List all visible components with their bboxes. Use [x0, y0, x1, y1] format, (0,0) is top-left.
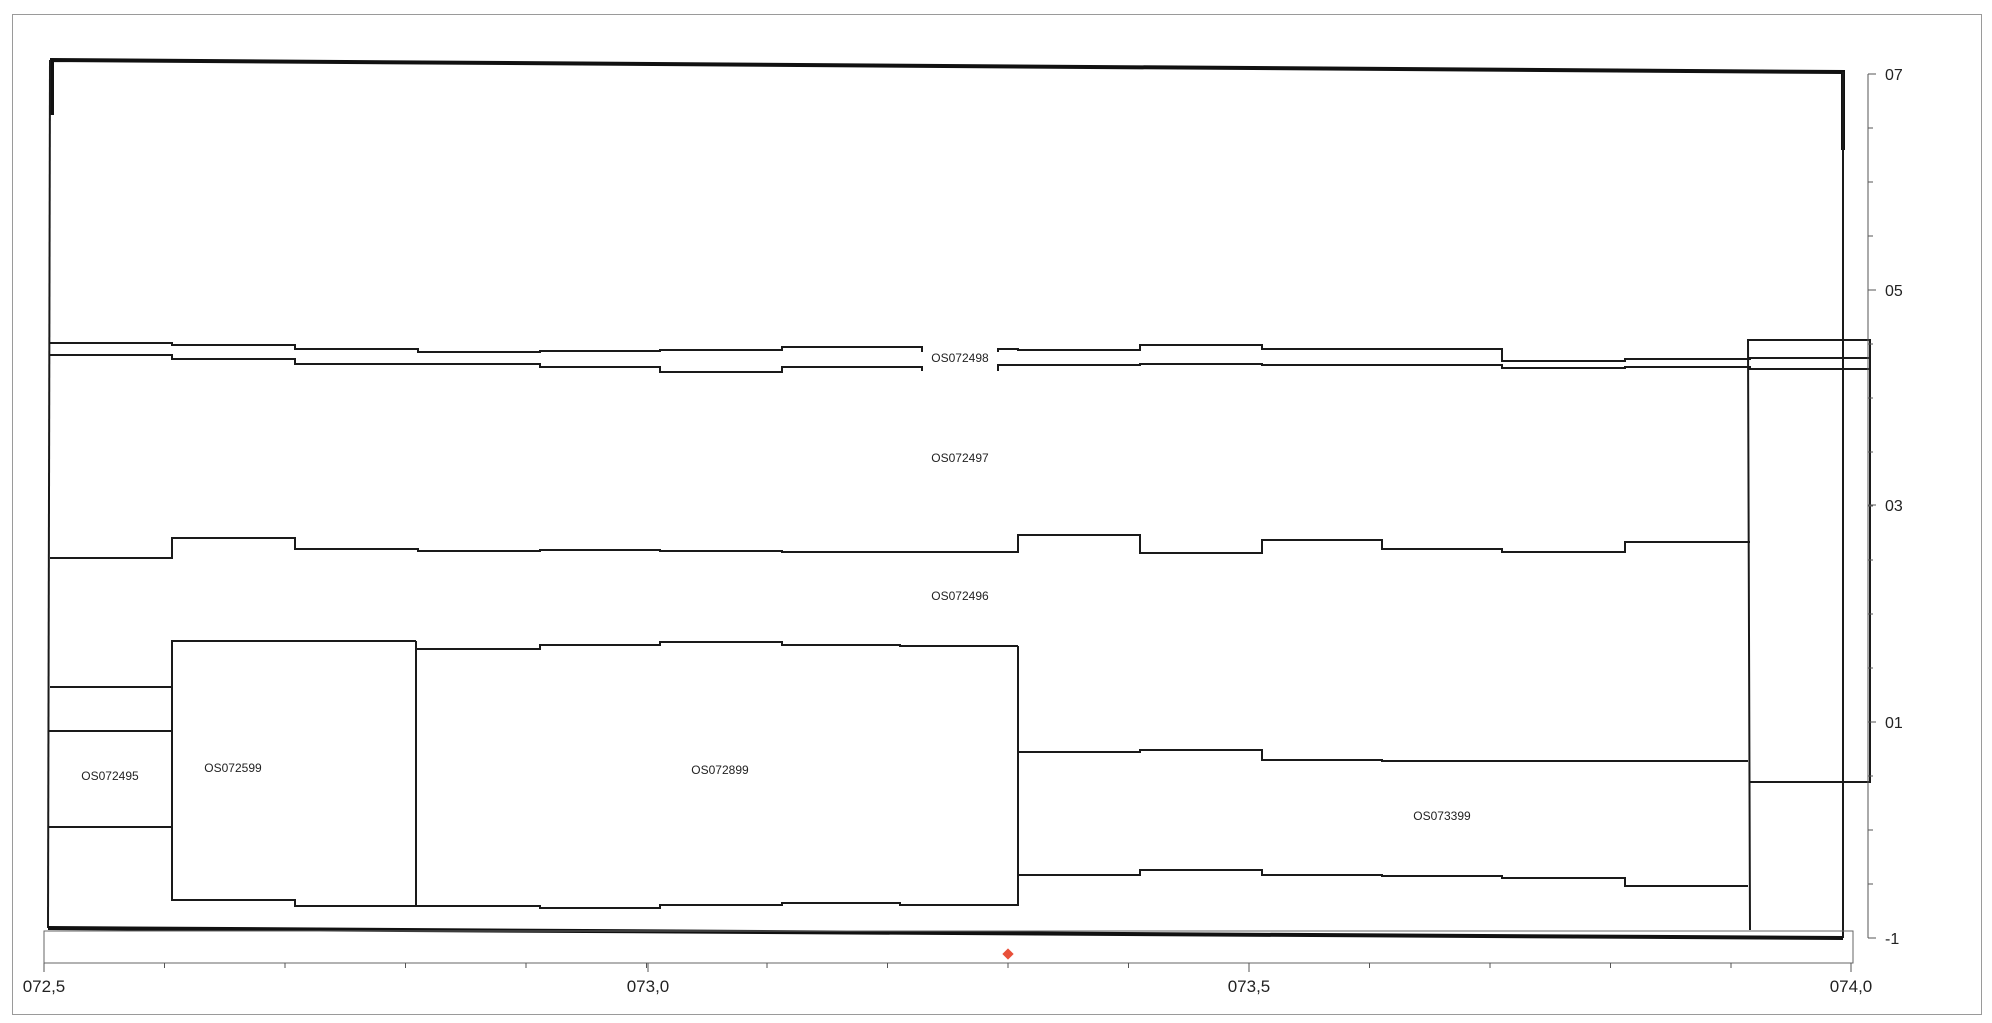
- region-label-r498: OS072498: [931, 351, 989, 365]
- strip-498-top: [50, 342, 923, 353]
- y-tick-label: -1: [1885, 931, 1899, 948]
- box-399-top: [1018, 749, 1748, 762]
- y-tick-label: 07: [1885, 67, 1903, 84]
- region-label-r497: OS072497: [931, 451, 989, 465]
- region-label-r495: OS072495: [81, 769, 139, 783]
- y-tick-label: 01: [1885, 715, 1903, 732]
- left-edge: [47, 59, 51, 929]
- x-axis: 072,5 073,0 073,5 074,0: [23, 963, 1873, 996]
- x-tick-label: 073,5: [1228, 977, 1271, 996]
- bottom-boundary: [47, 926, 1844, 940]
- position-marker: [1002, 948, 1014, 960]
- outer-boundary: [50, 57, 1845, 150]
- marker-layer: [1002, 948, 1014, 960]
- strip-497-bottom: [50, 534, 1750, 559]
- region-labels: OS072498 OS072497 OS072496 OS072495 OS072599…: [81, 351, 1471, 823]
- region-label-r399: OS073399: [1413, 809, 1471, 823]
- x-tick-label: 072,5: [23, 977, 66, 996]
- strip-496-bottom: [50, 640, 416, 688]
- region-label-r899: OS072899: [691, 763, 749, 777]
- x-tick-label: 074,0: [1830, 977, 1873, 996]
- region-label-r599: OS072599: [204, 761, 262, 775]
- strip-498-bottom-right: [997, 363, 1870, 371]
- region-label-r496: OS072496: [931, 589, 989, 603]
- y-tick-label: 03: [1885, 498, 1903, 515]
- box-899: [415, 646, 1019, 909]
- strip-498-bottom: [50, 354, 923, 373]
- strip-498-top-right: [997, 344, 1870, 362]
- y-tick-label: 05: [1885, 283, 1903, 300]
- bottom-bar: [43, 930, 1854, 964]
- plot-frame: [12, 14, 1982, 1015]
- box-399-bottom: [1018, 869, 1748, 887]
- right-box: [1746, 339, 1871, 931]
- x-tick-label: 073,0: [627, 977, 670, 996]
- y-axis: 07 05 03 01 -1: [1867, 67, 1903, 948]
- box-899-top: [416, 641, 1018, 650]
